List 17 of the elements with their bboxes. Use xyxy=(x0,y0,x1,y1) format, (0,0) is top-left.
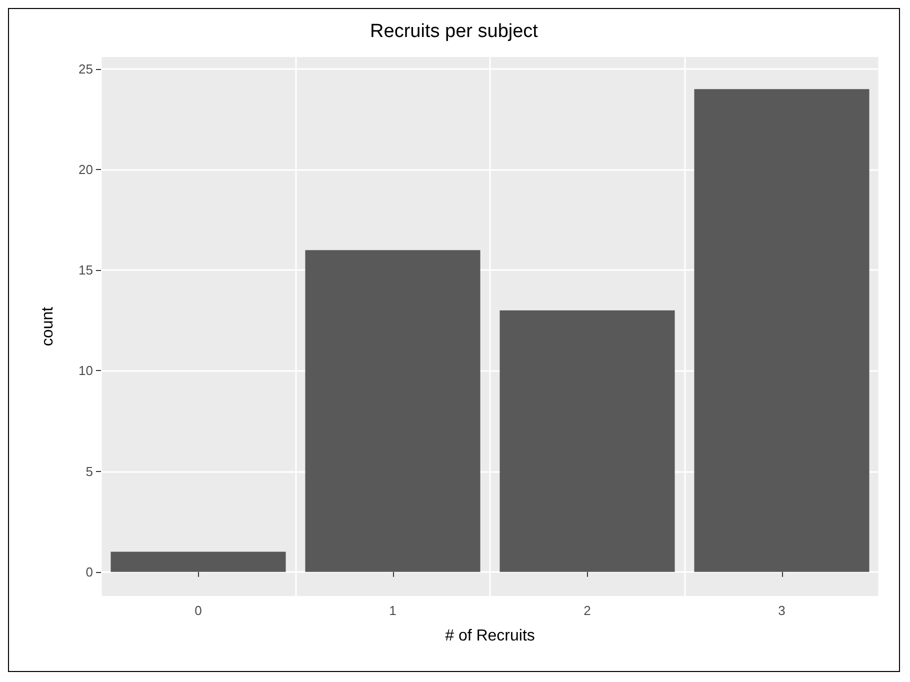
bar xyxy=(110,552,286,572)
x-tick-label: 2 xyxy=(584,603,591,618)
bar xyxy=(305,250,480,572)
bar xyxy=(694,89,870,572)
y-axis-title: count xyxy=(40,306,56,346)
y-tick-label: 5 xyxy=(86,464,93,479)
y-tick-label: 0 xyxy=(86,564,93,580)
chart-title: Recruits per subject xyxy=(370,21,539,42)
x-tick-label: 0 xyxy=(194,603,202,618)
y-tick-label: 15 xyxy=(78,262,93,278)
x-axis-title: # of Recruits xyxy=(445,628,535,644)
bar xyxy=(500,310,675,572)
y-tick-label: 10 xyxy=(78,363,93,378)
y-tick-label: 20 xyxy=(78,162,93,178)
y-tick-label: 25 xyxy=(78,62,93,77)
x-tick-label: 1 xyxy=(389,603,396,618)
x-tick-label: 3 xyxy=(778,603,786,618)
